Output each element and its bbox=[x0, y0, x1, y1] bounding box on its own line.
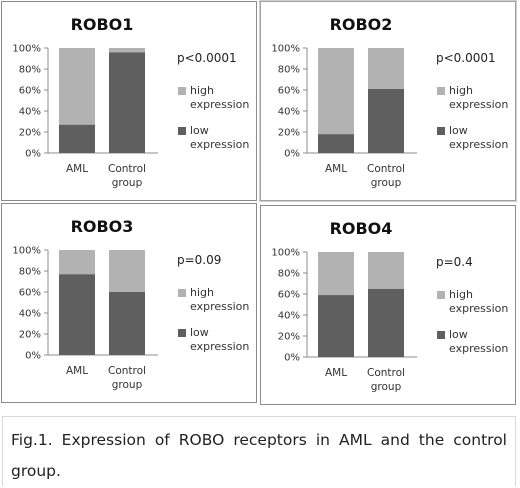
bar-segment-low-0 bbox=[59, 124, 95, 153]
legend-label: low bbox=[190, 326, 209, 339]
y-tick-label: 60% bbox=[278, 290, 300, 301]
bar-segment-high-1 bbox=[109, 250, 145, 292]
bar-segment-low-1 bbox=[368, 288, 404, 357]
y-tick-label: 20% bbox=[278, 128, 300, 139]
bar-segment-high-0 bbox=[318, 252, 354, 296]
x-tick-label: group bbox=[112, 379, 143, 391]
legend-swatch-low bbox=[437, 127, 445, 135]
legend-label: high bbox=[449, 288, 473, 301]
legend-swatch-low bbox=[178, 127, 186, 135]
x-tick-label: Control bbox=[367, 163, 405, 175]
x-tick-label: AML bbox=[325, 163, 347, 175]
y-tick-label: 0% bbox=[284, 353, 300, 364]
y-tick-label: 80% bbox=[278, 65, 300, 76]
y-tick-label: 0% bbox=[284, 149, 300, 160]
bar-segment-low-1 bbox=[109, 52, 145, 154]
legend-swatch-high bbox=[178, 87, 186, 95]
x-tick-label: group bbox=[112, 177, 143, 189]
legend-label: low bbox=[190, 124, 209, 137]
bar-segment-high-0 bbox=[318, 48, 354, 135]
legend-swatch-high bbox=[437, 291, 445, 299]
y-tick-label: 40% bbox=[19, 107, 41, 118]
bar-segment-high-0 bbox=[59, 250, 95, 275]
x-tick-label: AML bbox=[325, 367, 347, 379]
p-value-annotation: p=0.4 bbox=[436, 255, 473, 269]
x-tick-label: group bbox=[371, 177, 402, 189]
legend-label: low bbox=[449, 328, 468, 341]
y-tick-label: 100% bbox=[271, 248, 300, 259]
x-tick-label: group bbox=[371, 381, 402, 393]
bar-segment-low-0 bbox=[318, 134, 354, 153]
legend-swatch-low bbox=[437, 331, 445, 339]
x-tick-label: Control bbox=[367, 367, 405, 379]
legend-label: low bbox=[449, 124, 468, 137]
bar-segment-high-0 bbox=[59, 48, 95, 125]
bar-segment-high-1 bbox=[109, 48, 145, 53]
y-tick-label: 80% bbox=[19, 267, 41, 278]
x-tick-label: Control bbox=[108, 163, 146, 175]
chart-panel-robo1: ROBO1 0% 20% 40% 60% 80% 100% AML Control group p<… bbox=[1, 1, 257, 201]
legend-label: expression bbox=[449, 302, 508, 315]
legend-label: expression bbox=[449, 138, 508, 151]
legend-swatch-high bbox=[437, 87, 445, 95]
y-tick-label: 0% bbox=[25, 351, 41, 362]
y-tick-label: 40% bbox=[19, 309, 41, 320]
legend-label: expression bbox=[449, 342, 508, 355]
chart-panel-robo2: ROBO2 0% 20% 40% 60% 80% 100% AML Control group p<… bbox=[260, 1, 516, 201]
stacked-bar-chart: ROBO4 0% 20% 40% 60% 80% 100% AML Control group p=… bbox=[271, 219, 508, 393]
x-tick-label: AML bbox=[66, 365, 88, 377]
chart-title: ROBO4 bbox=[330, 219, 393, 238]
y-tick-label: 60% bbox=[19, 86, 41, 97]
figure-caption: Fig.1. Expression of ROBO receptors in A… bbox=[2, 416, 516, 486]
legend-label: expression bbox=[190, 300, 249, 313]
chart-panel-robo3: ROBO3 0% 20% 40% 60% 80% 100% AML Control group p=… bbox=[1, 203, 257, 403]
legend-label: expression bbox=[190, 138, 249, 151]
legend-label: high bbox=[190, 286, 214, 299]
chart-title: ROBO2 bbox=[330, 15, 393, 34]
stacked-bar-chart: ROBO2 0% 20% 40% 60% 80% 100% AML Control group p<… bbox=[271, 15, 508, 189]
y-tick-label: 100% bbox=[12, 246, 41, 257]
legend-label: expression bbox=[190, 98, 249, 111]
legend-label: expression bbox=[190, 340, 249, 353]
y-tick-label: 100% bbox=[12, 44, 41, 55]
y-tick-label: 40% bbox=[278, 311, 300, 322]
y-tick-label: 80% bbox=[19, 65, 41, 76]
stacked-bar-chart: ROBO1 0% 20% 40% 60% 80% 100% AML Control group p<… bbox=[12, 15, 249, 189]
y-tick-label: 0% bbox=[25, 149, 41, 160]
chart-title: ROBO3 bbox=[71, 217, 134, 236]
y-tick-label: 60% bbox=[278, 86, 300, 97]
bar-segment-low-1 bbox=[109, 292, 145, 355]
y-tick-label: 40% bbox=[278, 107, 300, 118]
legend-label: high bbox=[449, 84, 473, 97]
bar-segment-high-1 bbox=[368, 48, 404, 89]
p-value-annotation: p<0.0001 bbox=[436, 51, 496, 65]
p-value-annotation: p=0.09 bbox=[177, 253, 221, 267]
y-tick-label: 20% bbox=[19, 128, 41, 139]
stacked-bar-chart: ROBO3 0% 20% 40% 60% 80% 100% AML Control group p=… bbox=[12, 217, 249, 391]
p-value-annotation: p<0.0001 bbox=[177, 51, 237, 65]
chart-panel-robo4: ROBO4 0% 20% 40% 60% 80% 100% AML Control group p=… bbox=[260, 205, 516, 405]
chart-title: ROBO1 bbox=[71, 15, 134, 34]
legend-swatch-low bbox=[178, 329, 186, 337]
legend-label: expression bbox=[449, 98, 508, 111]
bar-segment-high-1 bbox=[368, 252, 404, 289]
y-tick-label: 20% bbox=[19, 330, 41, 341]
x-tick-label: AML bbox=[66, 163, 88, 175]
y-tick-label: 100% bbox=[271, 44, 300, 55]
bar-segment-low-0 bbox=[59, 274, 95, 355]
x-tick-label: Control bbox=[108, 365, 146, 377]
bar-segment-low-0 bbox=[318, 295, 354, 357]
y-tick-label: 80% bbox=[278, 269, 300, 280]
y-tick-label: 20% bbox=[278, 332, 300, 343]
legend-swatch-high bbox=[178, 289, 186, 297]
bar-segment-low-1 bbox=[368, 88, 404, 153]
legend-label: high bbox=[190, 84, 214, 97]
y-tick-label: 60% bbox=[19, 288, 41, 299]
